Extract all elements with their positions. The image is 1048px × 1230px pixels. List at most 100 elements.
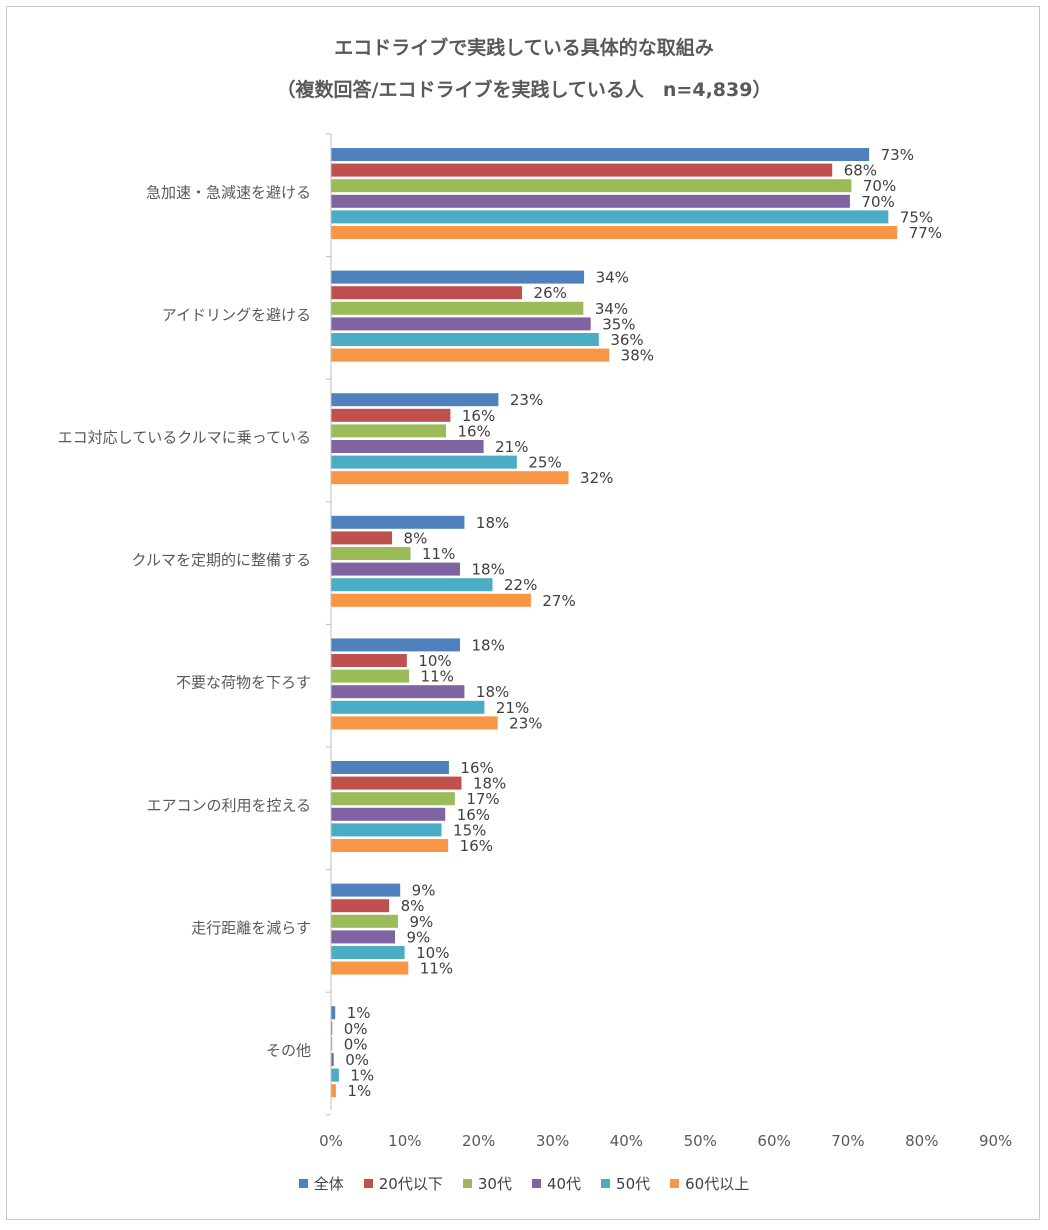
data-label: 0% [344, 1020, 368, 1038]
bar [331, 883, 401, 897]
bar [331, 562, 460, 576]
bar [331, 179, 852, 193]
data-label: 26% [534, 284, 567, 302]
bar [331, 194, 850, 208]
bar [331, 455, 517, 469]
data-label: 8% [401, 897, 425, 915]
bar [331, 393, 499, 407]
data-label: 73% [881, 146, 914, 164]
bar [331, 792, 455, 806]
bar [331, 1068, 339, 1082]
chart-subtitle: （複数回答/エコドライブを実践している人 n=4,839） [276, 79, 772, 101]
bar [331, 716, 498, 730]
x-tick-label: 0% [319, 1132, 343, 1150]
bar [331, 669, 410, 683]
bar [331, 899, 390, 913]
bar [331, 839, 449, 852]
legend-label: 50代 [616, 1175, 651, 1193]
data-label: 1% [347, 1082, 371, 1100]
bar [331, 348, 610, 362]
bar [331, 424, 446, 438]
bar [331, 270, 585, 284]
data-label: 17% [466, 790, 499, 808]
bar [331, 776, 462, 790]
x-tick-label: 80% [905, 1132, 938, 1150]
bar [331, 333, 599, 346]
bar [331, 317, 591, 331]
data-label: 68% [844, 162, 877, 180]
bar [331, 1084, 336, 1098]
data-label: 34% [595, 300, 628, 318]
data-label: 8% [404, 529, 428, 547]
data-label: 27% [542, 592, 575, 610]
bar [331, 638, 460, 652]
data-label: 10% [416, 944, 449, 962]
data-label: 38% [621, 347, 654, 365]
data-label: 1% [347, 1004, 371, 1022]
legend-item: 50代 [601, 1173, 650, 1194]
bar [331, 440, 484, 453]
category-label: クルマを定期的に整備する [131, 551, 311, 569]
x-tick-label: 40% [610, 1132, 643, 1150]
legend-label: 全体 [313, 1175, 344, 1193]
data-label: 34% [596, 269, 629, 287]
data-label: 1% [350, 1067, 374, 1085]
legend-swatch [462, 1179, 472, 1188]
data-label: 11% [421, 668, 454, 686]
data-label: 32% [580, 469, 613, 487]
data-label: 16% [457, 806, 490, 824]
bar [331, 807, 446, 821]
bar [331, 531, 393, 545]
legend-swatch [531, 1179, 541, 1188]
category-label: 走行距離を減らす [191, 919, 311, 937]
bar [331, 961, 409, 975]
data-label: 22% [504, 576, 537, 594]
legend-swatch [298, 1179, 308, 1188]
data-label: 16% [460, 759, 493, 777]
data-label: 0% [345, 1051, 369, 1069]
data-label: 18% [471, 561, 504, 579]
data-label: 16% [462, 407, 495, 425]
x-tick-label: 70% [831, 1132, 864, 1150]
bar [331, 226, 898, 239]
category-label: アイドリングを避ける [162, 306, 311, 324]
data-label: 23% [509, 714, 542, 732]
x-tick-label: 60% [757, 1132, 790, 1150]
data-label: 0% [344, 1035, 368, 1053]
bar [331, 471, 569, 485]
data-label: 15% [453, 821, 486, 839]
bar [331, 286, 523, 300]
data-label: 21% [495, 438, 528, 456]
data-label: 25% [528, 454, 561, 472]
data-label: 18% [473, 775, 506, 793]
legend-swatch [601, 1179, 611, 1188]
bar [331, 210, 889, 224]
legend-item: 40代 [531, 1173, 582, 1194]
legend-label: 40代 [546, 1175, 582, 1193]
chart-frame [6, 6, 1040, 1220]
data-label: 9% [412, 882, 436, 900]
x-tick-label: 50% [684, 1132, 717, 1150]
data-label: 23% [510, 391, 543, 409]
bar [331, 1006, 336, 1020]
bar [331, 301, 584, 315]
category-label: 不要な荷物を下ろす [176, 674, 311, 692]
legend-item: 30代 [462, 1173, 512, 1194]
data-label: 21% [496, 699, 529, 717]
chart-legend: 全体 20代以下 30代 40代 50代 60代以上 [0, 1173, 1048, 1194]
data-label: 11% [420, 960, 453, 978]
chart-title: エコドライブで実践している具体的な取組み [334, 37, 714, 59]
x-tick-label: 90% [979, 1132, 1012, 1150]
data-label: 18% [471, 636, 504, 654]
data-label: 35% [602, 315, 635, 333]
bar [331, 1021, 333, 1035]
data-label: 18% [476, 514, 509, 532]
bar [331, 946, 405, 959]
data-label: 10% [418, 652, 451, 670]
x-tick-label: 10% [388, 1132, 421, 1150]
legend-swatch [670, 1179, 680, 1188]
bar [331, 163, 833, 177]
data-label: 70% [863, 177, 896, 195]
bar [331, 761, 449, 774]
